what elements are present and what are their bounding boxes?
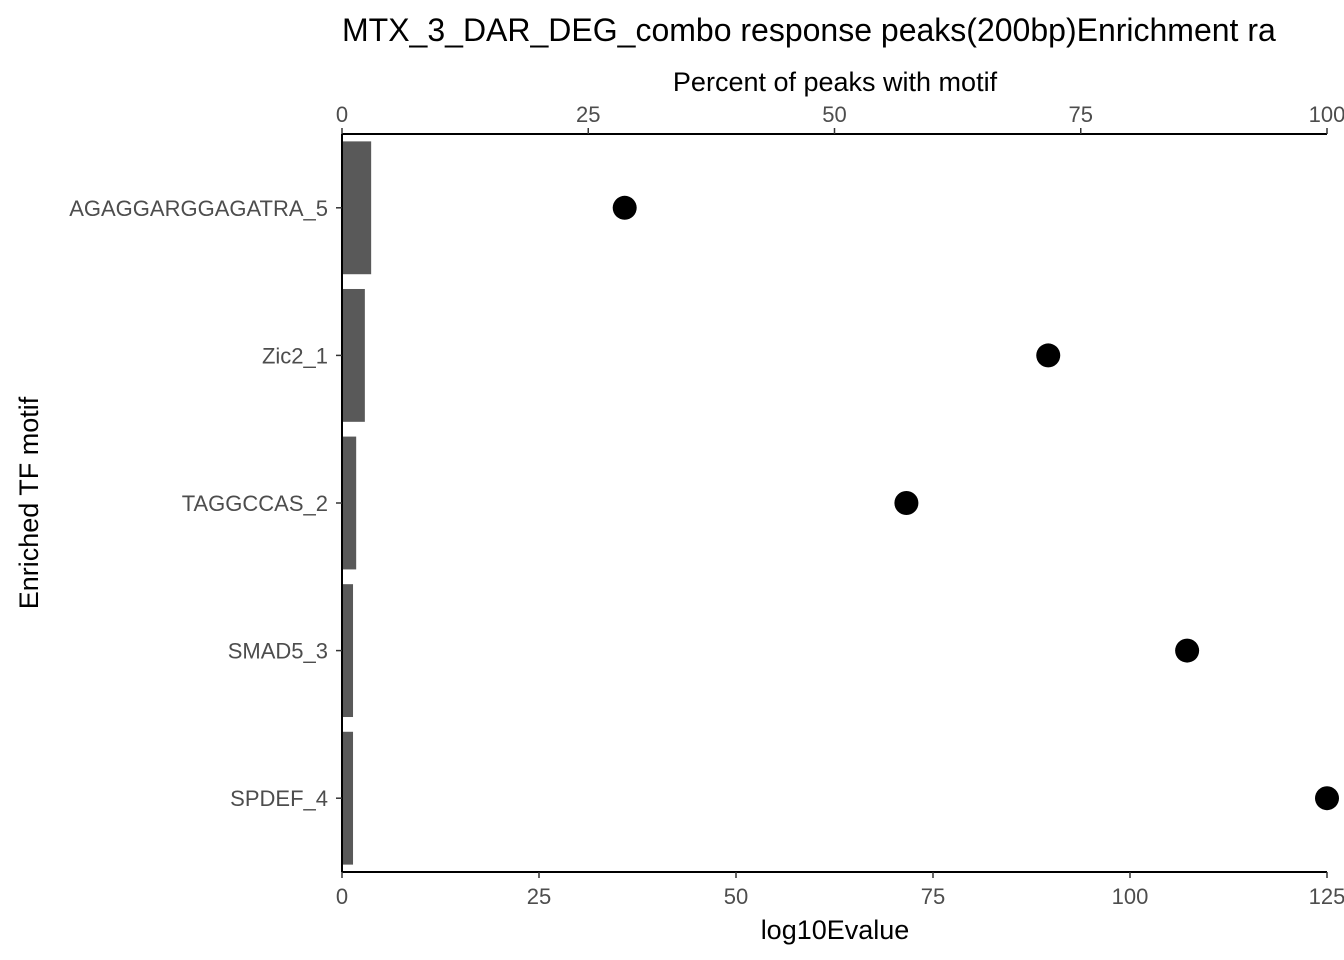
scatter-point bbox=[1036, 343, 1061, 368]
bottom-axis-title: log10Evalue bbox=[761, 915, 910, 945]
bar bbox=[342, 731, 354, 865]
bottom-tick-label: 75 bbox=[921, 884, 945, 909]
bottom-tick-label: 50 bbox=[724, 884, 748, 909]
bottom-tick-label: 100 bbox=[1112, 884, 1149, 909]
top-tick-label: 50 bbox=[822, 102, 846, 127]
bar bbox=[342, 288, 365, 422]
scatter-point bbox=[1315, 786, 1339, 811]
scatter-point bbox=[612, 195, 637, 220]
bottom-tick-label: 125 bbox=[1309, 884, 1344, 909]
y-axis-title: Enriched TF motif bbox=[14, 396, 44, 609]
y-tick-label: AGAGGARGGAGATRA_5 bbox=[69, 196, 328, 221]
scatter-point bbox=[894, 491, 919, 515]
plot-area bbox=[342, 141, 1339, 865]
y-tick-label: SMAD5_3 bbox=[228, 639, 328, 664]
top-axis-title: Percent of peaks with motif bbox=[673, 67, 998, 97]
top-tick-label: 25 bbox=[576, 102, 600, 127]
y-tick-label: SPDEF_4 bbox=[230, 786, 328, 811]
y-tick-label: TAGGCCAS_2 bbox=[182, 491, 328, 516]
scatter-point bbox=[1175, 638, 1200, 663]
top-tick-label: 75 bbox=[1069, 102, 1093, 127]
bar bbox=[342, 584, 354, 718]
top-tick-label: 100 bbox=[1309, 102, 1344, 127]
bottom-tick-label: 0 bbox=[336, 884, 348, 909]
chart-title: MTX_3_DAR_DEG_combo response peaks(200bp… bbox=[342, 12, 1276, 48]
bar bbox=[342, 141, 372, 275]
bar bbox=[342, 436, 357, 570]
axes: AGAGGARGGAGATRA_5 Zic2_1 TAGGCCAS_2 SMAD5_3… bbox=[69, 102, 1344, 909]
top-tick-label: 0 bbox=[336, 102, 348, 127]
bottom-tick-label: 25 bbox=[527, 884, 551, 909]
y-tick-label: Zic2_1 bbox=[262, 343, 328, 368]
